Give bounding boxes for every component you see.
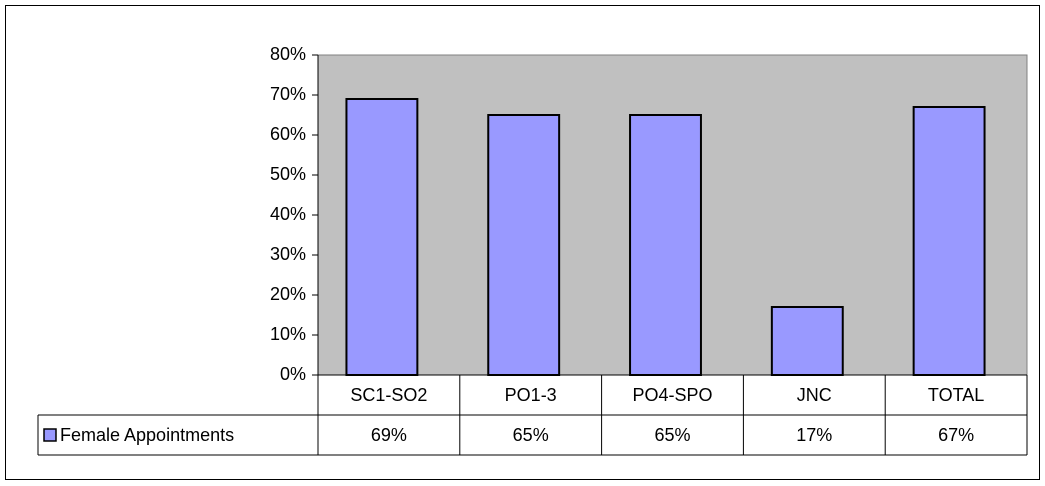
data-table-value: 65% xyxy=(654,425,690,445)
legend-key xyxy=(43,428,57,442)
data-table-value: 69% xyxy=(371,425,407,445)
data-table-value: 65% xyxy=(513,425,549,445)
bar xyxy=(770,306,844,376)
y-tick-label: 80% xyxy=(270,44,306,64)
y-tick-label: 70% xyxy=(270,84,306,104)
x-tick-label: PO1-3 xyxy=(505,385,557,405)
data-table-value: 67% xyxy=(938,425,974,445)
legend-label: Female Appointments xyxy=(60,425,234,445)
bar xyxy=(487,114,561,376)
data-table-value: 17% xyxy=(796,425,832,445)
y-tick-label: 50% xyxy=(270,164,306,184)
bar xyxy=(345,98,419,376)
y-tick-label: 40% xyxy=(270,204,306,224)
y-tick-label: 60% xyxy=(270,124,306,144)
y-tick-label: 30% xyxy=(270,244,306,264)
bar xyxy=(629,114,702,376)
y-tick-label: 20% xyxy=(270,284,306,304)
y-tick-label: 0% xyxy=(280,364,306,384)
y-tick-label: 10% xyxy=(270,324,306,344)
x-tick-label: JNC xyxy=(797,385,832,405)
x-tick-label: PO4-SPO xyxy=(632,385,712,405)
x-tick-label: SC1-SO2 xyxy=(350,385,427,405)
bar xyxy=(912,106,986,376)
x-tick-label: TOTAL xyxy=(928,385,984,405)
